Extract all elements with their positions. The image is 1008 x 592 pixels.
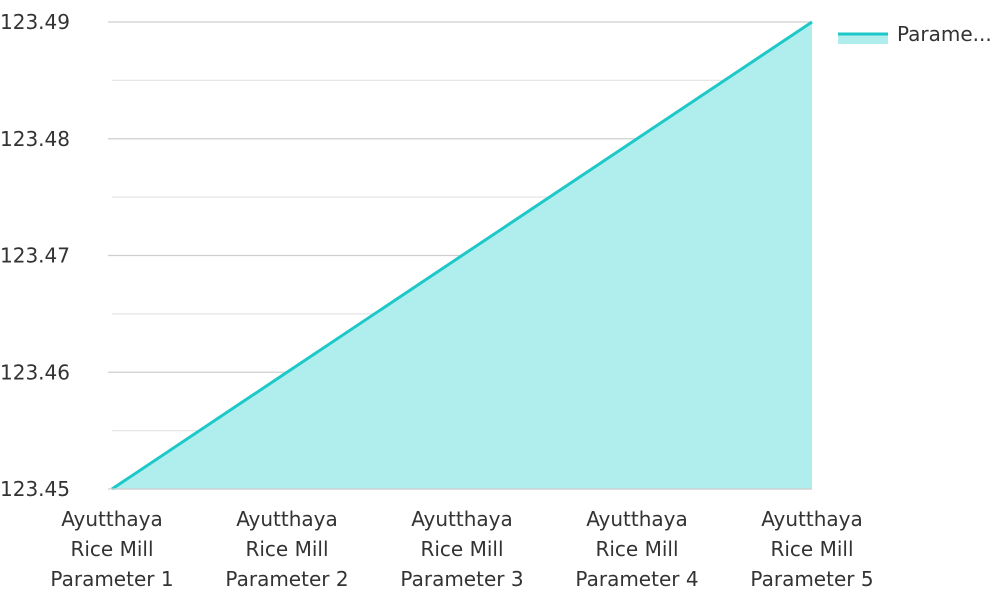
- x-tick-label: Ayutthaya Rice Mill Parameter 2: [225, 507, 348, 591]
- legend[interactable]: Parame...: [838, 22, 992, 46]
- y-tick-label: 123.45: [0, 477, 70, 501]
- x-tick-label: Ayutthaya Rice Mill Parameter 1: [50, 507, 173, 591]
- x-tick-label: Ayutthaya Rice Mill Parameter 4: [575, 507, 698, 591]
- legend-swatch-fill: [838, 34, 888, 44]
- data-point[interactable]: [811, 21, 814, 24]
- y-tick-label: 123.48: [0, 127, 70, 151]
- y-axis: 123.45 123.46 123.47 123.48 123.49: [0, 10, 70, 501]
- y-tick-label: 123.47: [0, 244, 70, 268]
- series-line: [111, 20, 813, 491]
- x-tick-label: Ayutthaya Rice Mill Parameter 5: [750, 507, 873, 591]
- data-point[interactable]: [461, 254, 464, 257]
- y-tick-label: 123.49: [0, 10, 70, 34]
- x-tick-label: Ayutthaya Rice Mill Parameter 3: [400, 507, 523, 591]
- data-point[interactable]: [636, 137, 639, 140]
- x-axis: Ayutthaya Rice Mill Parameter 1 Ayutthaya Ri…: [50, 488, 874, 591]
- plot-area: [111, 20, 814, 491]
- legend-label: Parame...: [897, 22, 992, 46]
- y-tick-label: 123.46: [0, 360, 70, 384]
- data-point[interactable]: [286, 371, 289, 374]
